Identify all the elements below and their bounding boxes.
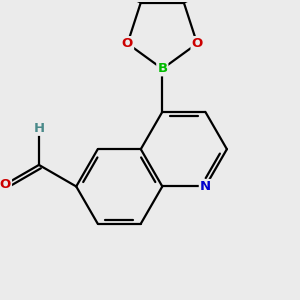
Text: N: N [200, 180, 211, 193]
Text: O: O [0, 178, 11, 191]
Text: O: O [122, 37, 133, 50]
Text: H: H [33, 122, 44, 135]
Text: O: O [191, 37, 203, 50]
Text: B: B [157, 62, 167, 75]
